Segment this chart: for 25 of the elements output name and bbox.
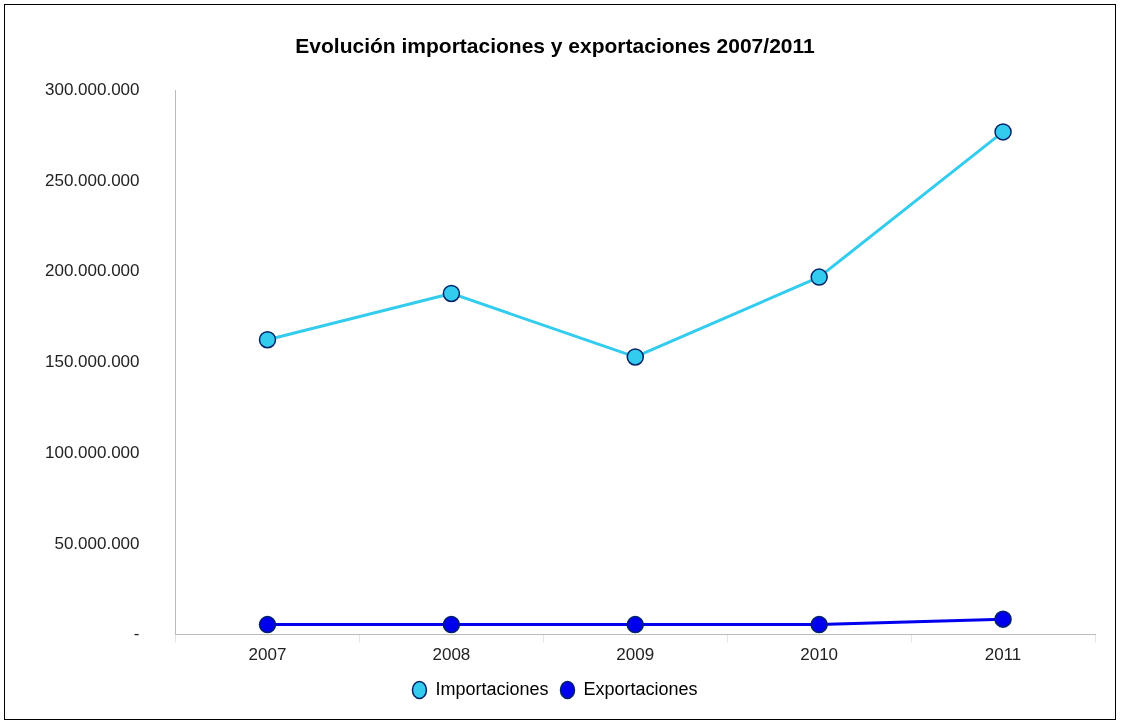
y-tick-label: 250.000.000 <box>44 170 140 190</box>
chart-title: Evolución importaciones y exportaciones 2007/2011 <box>295 34 816 58</box>
point <box>442 615 461 634</box>
point <box>626 348 645 366</box>
x-tick-label: 2008 <box>432 645 471 665</box>
point <box>258 330 277 349</box>
y-tick-label: 100.000.000 <box>44 442 140 462</box>
y-tick-label: 300.000.000 <box>44 79 140 99</box>
point <box>994 610 1012 628</box>
point <box>258 615 277 634</box>
point <box>810 615 828 634</box>
legend-label: Exportaciones <box>583 678 698 699</box>
point <box>626 615 645 634</box>
legend-label: Importaciones <box>435 678 549 699</box>
y-tick-label: 200.000.000 <box>44 261 140 281</box>
point <box>442 284 461 303</box>
y-tick-label: - <box>133 624 140 644</box>
y-tick-label: 150.000.000 <box>44 352 140 372</box>
x-tick-label: 2007 <box>248 645 287 665</box>
point <box>994 123 1012 141</box>
x-tick-label: 2009 <box>616 645 655 665</box>
point <box>810 268 828 286</box>
x-tick-label: 2010 <box>800 645 839 665</box>
y-tick-label: 50.000.000 <box>54 533 140 553</box>
x-tick-label: 2011 <box>984 645 1022 665</box>
